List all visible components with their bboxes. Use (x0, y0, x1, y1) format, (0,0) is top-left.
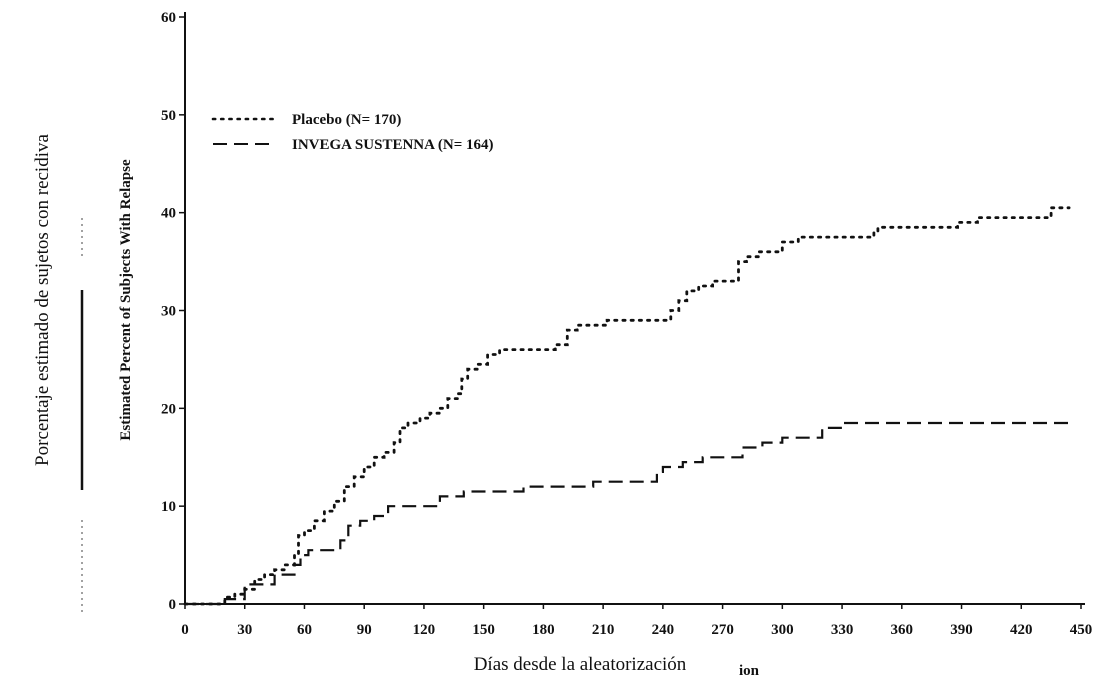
x-tick-label-180: 180 (532, 622, 555, 638)
y-tick-label-10: 10 (161, 499, 176, 515)
y-tick-label-0: 0 (169, 597, 177, 613)
legend: Placebo (N= 170) INVEGA SUSTENNA (N= 164… (211, 112, 494, 153)
x-tick-label-420: 420 (1010, 622, 1033, 638)
x-tick-label-90: 90 (357, 622, 372, 638)
y-tick-label-40: 40 (161, 206, 176, 222)
x-tick-label-390: 390 (950, 622, 973, 638)
y-tick-label-60: 60 (161, 10, 176, 26)
y-tick-label-20: 20 (161, 401, 176, 417)
x-tick-label-240: 240 (652, 622, 675, 638)
x-tick-label-60: 60 (297, 622, 312, 638)
y-axis-title-english: Estimated Percent of Subjects With Relap… (118, 159, 134, 441)
tick-labels: 0 30 60 90 120 150 180 210 240 270 300 330 360 390 420… (161, 10, 1092, 638)
legend-placebo-label: Placebo (N= 170) (292, 112, 401, 128)
x-tick-label-150: 150 (472, 622, 495, 638)
y-axis-title-spanish: Porcentaje estimado de sujetos con recid… (32, 134, 53, 466)
series-line-placebo (183, 206, 1071, 606)
axes (184, 12, 1085, 605)
x-tick-label-210: 210 (592, 622, 615, 638)
x-tick-label-270: 270 (711, 622, 734, 638)
series-line-invega-sustenna (185, 421, 1071, 606)
x-tick-label-300: 300 (771, 622, 794, 638)
legend-invega-label: INVEGA SUSTENNA (N= 164) (292, 137, 494, 153)
y-tick-label-30: 30 (161, 304, 176, 320)
x-tick-label-360: 360 (891, 622, 914, 638)
x-tick-label-450: 450 (1070, 622, 1093, 638)
x-tick-label-330: 330 (831, 622, 854, 638)
series-layer (183, 206, 1071, 606)
x-tick-label-0: 0 (181, 622, 189, 638)
x-axis-title-fragment: ion (739, 663, 760, 678)
x-tick-label-30: 30 (237, 622, 252, 638)
x-tick-label-120: 120 (413, 622, 436, 638)
x-axis-title: Días desde la aleatorización (474, 654, 687, 675)
y-tick-label-50: 50 (161, 108, 176, 124)
